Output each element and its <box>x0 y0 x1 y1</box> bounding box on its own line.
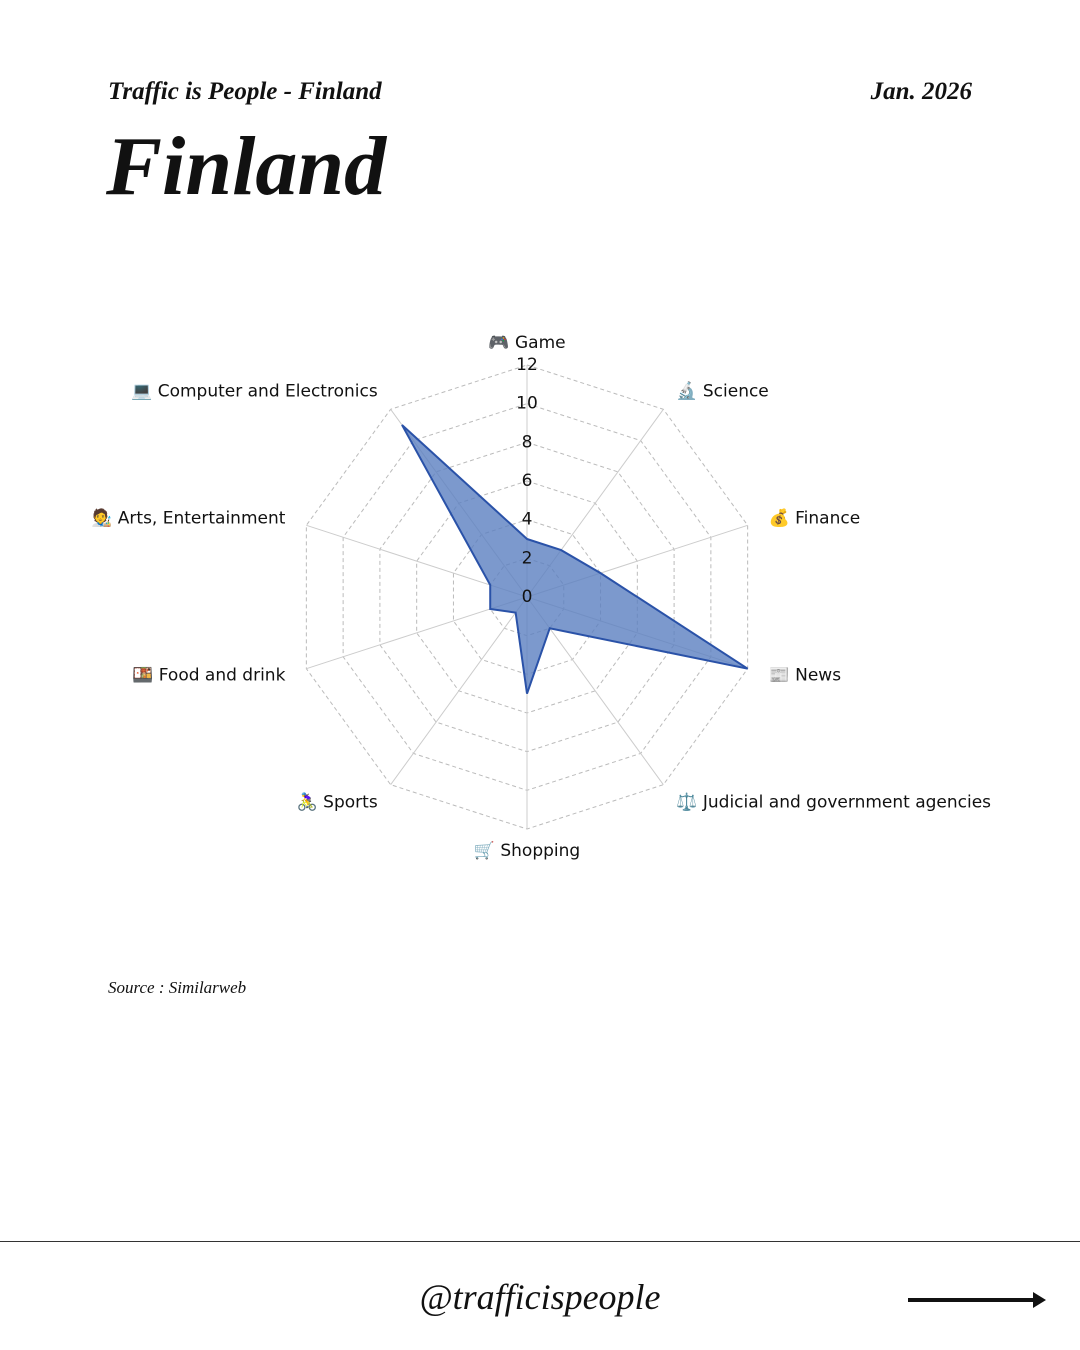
category-label: 🎮 Game <box>488 333 565 353</box>
handle: @trafficispeople <box>419 1277 661 1317</box>
data-area <box>401 424 749 694</box>
r-tick-label: 2 <box>522 548 533 568</box>
category-label: 🍱 Food and drink <box>132 665 285 685</box>
category-label: 🚴‍♀️ Sports <box>297 791 378 812</box>
r-tick-label: 10 <box>516 394 538 414</box>
category-label: 💻 Computer and Electronics <box>131 382 378 402</box>
category-label: ⚖️ Judicial and government agencies <box>676 791 991 812</box>
spoke <box>390 596 528 785</box>
r-tick-label: 0 <box>522 587 533 607</box>
category-label: 💰 Finance <box>769 508 861 529</box>
next-arrow[interactable] <box>905 1288 1050 1312</box>
r-tick-label: 6 <box>522 471 533 491</box>
category-label: 🧑‍🎨 Arts, Entertainment <box>91 508 286 529</box>
r-tick-label: 4 <box>522 510 533 530</box>
category-label: 🛒 Shopping <box>474 840 580 861</box>
category-label: 📰 News <box>769 665 842 685</box>
date: Jan. 2026 <box>870 78 972 105</box>
page-title: Finland <box>106 120 387 213</box>
chart: 🎮 Game 🔬 Science 💰 Finance 📰 News ⚖️ Judicia… <box>91 333 991 861</box>
r-tick-label: 8 <box>522 432 533 452</box>
source: Source : Similarweb <box>108 978 247 997</box>
category-label: 🔬 Science <box>676 381 768 402</box>
divider <box>0 1241 1080 1242</box>
brand: Traffic is People - Finland <box>108 78 382 105</box>
arrow-head <box>1033 1292 1046 1308</box>
r-tick-label: 12 <box>516 355 538 375</box>
